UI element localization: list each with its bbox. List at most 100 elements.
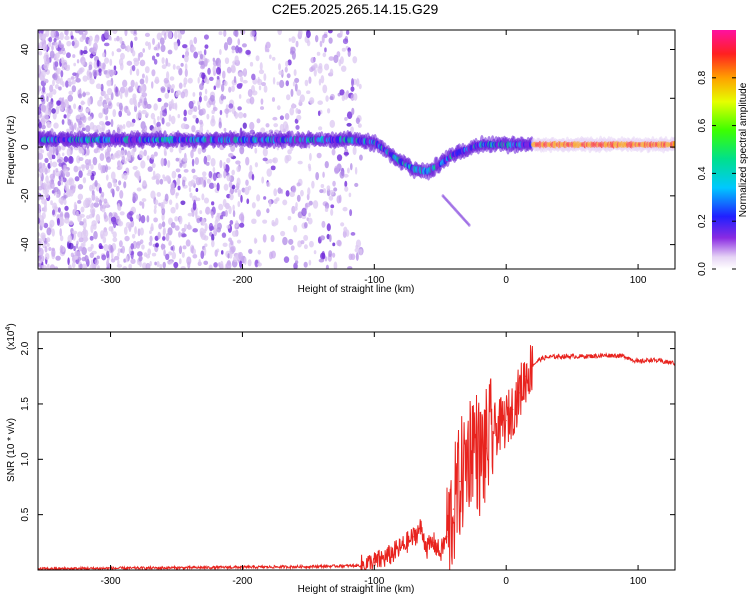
noise-blob: [309, 67, 314, 73]
noise-blob: [103, 103, 108, 109]
noise-blob: [139, 85, 145, 94]
noise-blob: [340, 65, 347, 72]
noise-blob: [346, 167, 350, 174]
noise-blob: [251, 202, 256, 209]
noise-blob: [177, 33, 182, 40]
noise-blob: [229, 193, 234, 201]
noise-blob: [326, 223, 331, 232]
noise-blob: [48, 101, 54, 109]
noise-blob: [237, 189, 242, 196]
snr-point: [538, 359, 540, 361]
noise-blob: [199, 53, 204, 60]
noise-blob: [161, 57, 165, 65]
noise-blob: [211, 109, 215, 115]
y-tick-label: 0: [20, 144, 31, 150]
noise-blob: [66, 148, 72, 157]
noise-blob: [286, 73, 291, 79]
noise-blob: [232, 210, 236, 218]
noise-blob: [291, 102, 296, 109]
noise-blob: [350, 232, 356, 236]
noise-blob: [43, 182, 47, 189]
noise-blob: [68, 90, 74, 95]
noise-blob: [175, 92, 179, 98]
noise-blob: [248, 248, 253, 254]
noise-blob: [71, 85, 77, 93]
noise-blob: [69, 178, 75, 186]
noise-blob: [56, 100, 61, 106]
noise-blob: [355, 239, 362, 248]
noise-blob: [146, 215, 150, 223]
noise-blob: [71, 261, 76, 269]
noise-blob: [89, 235, 94, 241]
noise-blob: [300, 240, 305, 245]
noise-blob: [139, 98, 143, 104]
noise-blob: [118, 125, 124, 130]
noise-blob: [238, 94, 242, 99]
spectrogram-x-axis-label: Height of straight line (km): [298, 284, 415, 295]
noise-blob: [68, 264, 72, 269]
snr-point: [439, 552, 441, 554]
noise-blob: [204, 223, 208, 232]
noise-blob: [147, 248, 152, 256]
noise-blob: [116, 264, 123, 268]
noise-blob: [112, 30, 118, 35]
noise-blob: [119, 86, 126, 94]
noise-blob: [265, 123, 270, 128]
noise-blob: [160, 201, 165, 209]
noise-blob: [193, 36, 198, 45]
snr-point: [545, 356, 547, 359]
snr-y-scale-label: (x104): [5, 323, 17, 350]
noise-blob: [87, 97, 91, 107]
noise-blob: [54, 84, 60, 90]
noise-blob: [121, 173, 125, 179]
noise-blob: [52, 209, 56, 216]
noise-blob: [228, 181, 233, 188]
noise-blob: [67, 94, 74, 102]
noise-blob: [346, 122, 352, 127]
noise-blob: [347, 266, 353, 269]
noise-blob: [78, 156, 84, 162]
noise-blob: [270, 165, 276, 171]
noise-blob: [52, 72, 58, 81]
noise-blob: [224, 209, 228, 218]
noise-blob: [64, 205, 69, 211]
noise-blob: [276, 81, 280, 86]
noise-blob: [328, 250, 333, 258]
noise-blob: [105, 115, 108, 121]
noise-blob: [50, 31, 54, 39]
noise-blob: [164, 108, 167, 114]
noise-blob: [353, 92, 358, 101]
noise-blob: [67, 257, 70, 266]
noise-blob: [341, 47, 346, 52]
noise-blob: [51, 161, 58, 168]
noise-blob: [354, 166, 358, 175]
noise-blob: [60, 70, 64, 78]
noise-blob: [106, 87, 113, 96]
noise-blob: [145, 41, 149, 47]
noise-blob: [103, 211, 107, 220]
noise-blob: [78, 146, 84, 154]
noise-blob: [206, 154, 211, 161]
noise-blob: [139, 59, 146, 67]
noise-blob: [133, 57, 139, 63]
noise-blob: [170, 246, 174, 251]
noise-blob: [66, 189, 72, 198]
noise-blob: [228, 103, 234, 109]
noise-blob: [77, 193, 84, 201]
noise-blob: [238, 213, 245, 221]
noise-blob: [50, 200, 53, 206]
noise-blob: [38, 121, 42, 129]
noise-blob: [80, 49, 84, 56]
noise-blob: [278, 63, 281, 71]
noise-blob: [131, 148, 135, 158]
noise-blob: [43, 205, 48, 213]
noise-blob: [239, 146, 245, 155]
noise-blob: [191, 125, 196, 133]
noise-blob: [304, 79, 309, 87]
noise-blob: [89, 252, 94, 259]
noise-blob: [266, 181, 271, 187]
noise-blob: [157, 231, 161, 240]
noise-blob: [179, 245, 182, 253]
noise-blob: [169, 260, 173, 265]
snr-point: [452, 508, 455, 510]
